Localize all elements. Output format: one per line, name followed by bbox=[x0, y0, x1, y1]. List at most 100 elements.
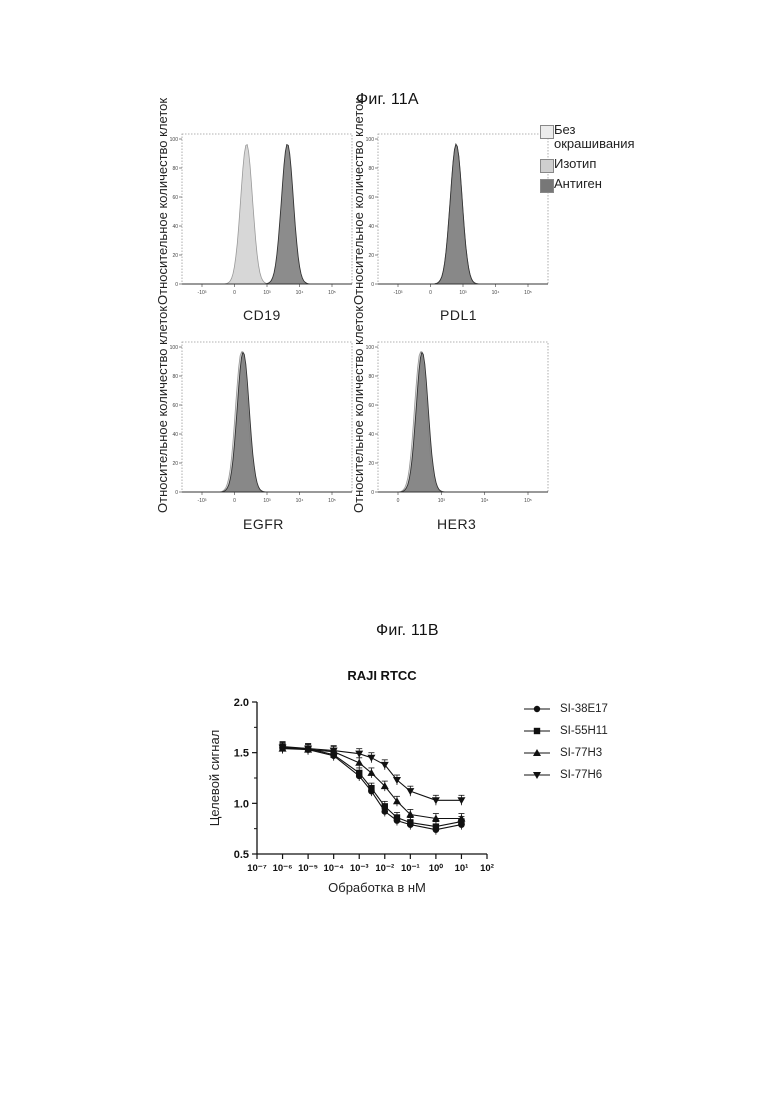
y-tick-label: 0 bbox=[371, 282, 374, 288]
y-tick-label: 40 bbox=[368, 432, 374, 438]
antigen-histogram bbox=[182, 145, 352, 284]
isotype-histogram bbox=[182, 352, 352, 492]
legend-label-unstained-line1: Без bbox=[554, 123, 635, 137]
legend-b-label-1: SI-55H11 bbox=[560, 725, 608, 737]
legend-b-item-1: SI-55H11 bbox=[522, 722, 608, 744]
x-tick-label: 0 bbox=[233, 290, 236, 296]
y-tick-label: 60 bbox=[368, 403, 374, 409]
legend-b-label-3: SI-77H6 bbox=[560, 769, 602, 781]
y-tick-label: 80 bbox=[368, 374, 374, 380]
legend-label-antigen: Антиген bbox=[554, 177, 635, 191]
y-tick-label: 60 bbox=[368, 195, 374, 201]
y-tick-label: 100 bbox=[366, 345, 375, 351]
y-tick-label: 0 bbox=[371, 490, 374, 496]
isotype-histogram bbox=[378, 352, 548, 492]
data-point-square bbox=[356, 770, 362, 776]
y-tick-label: 20 bbox=[368, 253, 374, 259]
legend-swatch-antigen bbox=[540, 179, 554, 193]
x-tick-label: -10³ bbox=[198, 290, 207, 296]
x-tick-label: 10⁻³ bbox=[350, 863, 369, 874]
antigen-histogram bbox=[378, 144, 548, 284]
legend-label-isotype: Изотип bbox=[554, 157, 635, 171]
x-tick-label: 0 bbox=[233, 498, 236, 504]
x-tick-label: 0 bbox=[397, 498, 400, 504]
plot-frame bbox=[182, 342, 352, 492]
chart-title: RAJI RTCC bbox=[347, 668, 417, 683]
legend-swatch-isotype bbox=[540, 159, 554, 173]
figure-b-title: Фиг. 11B bbox=[376, 622, 439, 640]
plot-frame bbox=[182, 134, 352, 284]
y-tick-label: 100 bbox=[366, 137, 375, 143]
legend-b-marker-triangle-up bbox=[522, 745, 552, 761]
y-tick-label: 100 bbox=[170, 345, 179, 351]
panel-label-egfr: EGFR bbox=[243, 516, 284, 532]
x-axis-label: Обработка в нМ bbox=[328, 880, 426, 895]
x-tick-label: 10⁻⁶ bbox=[273, 863, 293, 874]
panel-label-cd19: CD19 bbox=[243, 307, 281, 323]
x-tick-label: 10⁴ bbox=[492, 290, 500, 296]
x-tick-label: 10⁴ bbox=[481, 498, 489, 504]
histogram-egfr: 100806040200-10³010³10⁴10⁵ bbox=[172, 332, 356, 512]
x-tick-label: 10⁻¹ bbox=[401, 863, 420, 874]
x-tick-label: 10⁴ bbox=[296, 290, 304, 296]
data-point-square bbox=[368, 785, 374, 791]
legend-b-item-0: SI-38E17 bbox=[522, 700, 608, 722]
y-tick-label: 80 bbox=[172, 374, 178, 380]
antigen-histogram bbox=[182, 352, 352, 492]
x-tick-label: -10³ bbox=[198, 498, 207, 504]
x-tick-label: 10³ bbox=[459, 290, 467, 296]
x-tick-label: -10³ bbox=[394, 290, 403, 296]
y-tick-label: 20 bbox=[172, 461, 178, 467]
x-tick-label: 10³ bbox=[438, 498, 446, 504]
legend-b-item-3: SI-77H6 bbox=[522, 766, 608, 788]
legend-label-unstained-line2: окрашивания bbox=[554, 137, 635, 151]
y-tick-label: 60 bbox=[172, 403, 178, 409]
y-axis-label: Целевой сигнал bbox=[207, 730, 222, 827]
data-point-square bbox=[382, 803, 388, 809]
x-tick-label: 10⁻⁴ bbox=[324, 863, 345, 874]
y-tick-label: 40 bbox=[368, 224, 374, 230]
x-tick-label: 10³ bbox=[263, 498, 271, 504]
x-tick-label: 10⁰ bbox=[429, 863, 444, 874]
legend-b-marker-square bbox=[522, 723, 552, 739]
x-tick-label: 10² bbox=[480, 863, 494, 874]
data-point-triangle-up bbox=[355, 759, 363, 766]
y-tick-label: 1.5 bbox=[234, 748, 249, 760]
y-tick-label: 2.0 bbox=[234, 697, 249, 709]
y-axis-label-cd19: Относительное количество клеток bbox=[155, 98, 170, 305]
y-tick-label: 60 bbox=[172, 195, 178, 201]
y-tick-label: 1.0 bbox=[234, 798, 249, 810]
x-tick-label: 10¹ bbox=[455, 863, 469, 874]
figure-b-legend: SI-38E17 SI-55H11 SI-77H3 SI-77H6 bbox=[522, 700, 608, 788]
y-tick-label: 80 bbox=[172, 166, 178, 172]
y-tick-label: 80 bbox=[368, 166, 374, 172]
y-tick-label: 100 bbox=[170, 137, 179, 143]
histogram-her3: 100 80 60 40 20 0 0 10³ 10⁴ 10⁵ bbox=[368, 332, 552, 512]
x-tick-label: 10⁵ bbox=[524, 498, 532, 504]
antigen-histogram bbox=[378, 352, 548, 492]
x-tick-label: 10⁵ bbox=[328, 498, 336, 504]
plot-frame bbox=[378, 342, 548, 492]
x-tick-label: 10⁵ bbox=[328, 290, 336, 296]
y-tick-label: 40 bbox=[172, 224, 178, 230]
panel-label-pdl1: PDL1 bbox=[440, 307, 477, 323]
data-point-square bbox=[407, 819, 413, 825]
y-tick-label: 0 bbox=[175, 282, 178, 288]
legend-item-isotype: Изотип bbox=[538, 157, 635, 171]
legend-b-label-2: SI-77H3 bbox=[560, 747, 602, 759]
legend-b-label-0: SI-38E17 bbox=[560, 703, 608, 715]
legend-b-item-2: SI-77H3 bbox=[522, 744, 608, 766]
legend-swatch-unstained bbox=[540, 125, 554, 139]
y-tick-label: 20 bbox=[368, 461, 374, 467]
raji-rtcc-chart: RAJI RTCC0.51.01.52.010⁻⁷10⁻⁶10⁻⁵10⁻⁴10⁻… bbox=[195, 660, 515, 905]
data-point-triangle-down bbox=[367, 755, 375, 762]
x-tick-label: 10⁻² bbox=[375, 863, 394, 874]
legend-item-unstained: Без окрашивания bbox=[538, 123, 635, 151]
y-tick-label: 0.5 bbox=[234, 849, 249, 861]
x-tick-label: 0 bbox=[429, 290, 432, 296]
histogram-pdl1: 100 80 60 40 20 0 -10³ 0 10³ 10⁴ 10⁵ bbox=[368, 124, 552, 304]
figure-a-legend: Без окрашивания Изотип Антиген bbox=[538, 123, 635, 197]
x-tick-label: 10⁵ bbox=[524, 290, 532, 296]
legend-item-antigen: Антиген bbox=[538, 177, 635, 191]
legend-b-marker-circle bbox=[522, 701, 552, 717]
